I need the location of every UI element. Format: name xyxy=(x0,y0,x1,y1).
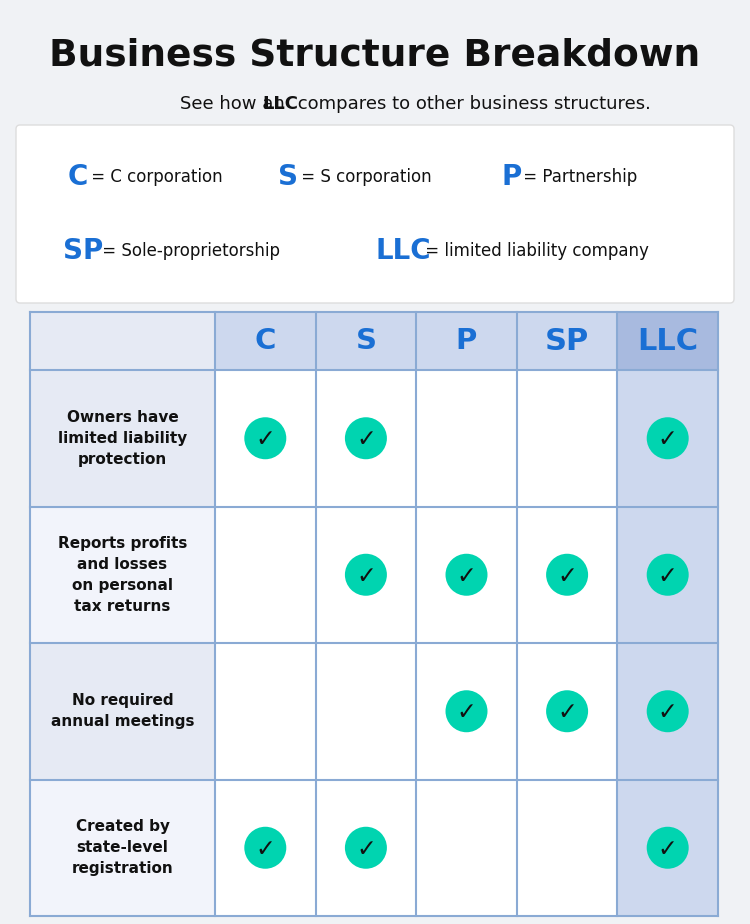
Bar xyxy=(316,780,416,916)
Circle shape xyxy=(646,690,688,732)
Text: ✓: ✓ xyxy=(457,564,476,588)
Circle shape xyxy=(546,553,588,596)
Text: LLC: LLC xyxy=(375,237,430,265)
Bar xyxy=(617,370,718,506)
Text: = limited liability company: = limited liability company xyxy=(420,242,649,261)
Text: P: P xyxy=(502,163,522,190)
Text: ✓: ✓ xyxy=(457,700,476,724)
Circle shape xyxy=(546,690,588,732)
Text: ✓: ✓ xyxy=(658,837,677,861)
Text: C: C xyxy=(68,163,88,190)
Circle shape xyxy=(244,827,286,869)
Text: = Sole-proprietorship: = Sole-proprietorship xyxy=(97,242,280,261)
Bar xyxy=(416,370,517,506)
Text: C: C xyxy=(254,327,276,355)
Bar xyxy=(617,312,718,370)
Circle shape xyxy=(345,418,387,459)
Bar xyxy=(30,370,215,506)
Circle shape xyxy=(446,690,488,732)
Bar xyxy=(517,506,617,643)
Text: LLC: LLC xyxy=(262,95,298,113)
Text: ✓: ✓ xyxy=(658,700,677,724)
Circle shape xyxy=(446,553,488,596)
Text: S: S xyxy=(278,163,298,190)
Text: = S corporation: = S corporation xyxy=(296,167,432,186)
Text: LLC: LLC xyxy=(638,326,698,356)
Bar xyxy=(215,506,316,643)
Circle shape xyxy=(345,553,387,596)
Bar xyxy=(30,643,215,780)
Text: SP: SP xyxy=(63,237,104,265)
Bar xyxy=(215,370,316,506)
Text: ✓: ✓ xyxy=(356,837,376,861)
Text: = Partnership: = Partnership xyxy=(518,167,638,186)
Text: S: S xyxy=(356,327,376,355)
Bar xyxy=(316,506,416,643)
Bar xyxy=(517,370,617,506)
Bar xyxy=(30,506,215,643)
Bar xyxy=(416,780,517,916)
Text: Owners have
limited liability
protection: Owners have limited liability protection xyxy=(58,409,188,467)
FancyBboxPatch shape xyxy=(16,125,734,303)
Circle shape xyxy=(646,827,688,869)
Text: ✓: ✓ xyxy=(557,700,577,724)
Text: Created by
state-level
registration: Created by state-level registration xyxy=(72,820,173,876)
Bar xyxy=(316,370,416,506)
Text: compares to other business structures.: compares to other business structures. xyxy=(292,95,651,113)
Text: = C corporation: = C corporation xyxy=(86,167,223,186)
Text: P: P xyxy=(456,327,477,355)
Bar xyxy=(416,643,517,780)
Bar xyxy=(215,312,617,370)
Bar xyxy=(517,780,617,916)
Text: ✓: ✓ xyxy=(256,427,275,451)
Text: See how an: See how an xyxy=(180,95,290,113)
Text: ✓: ✓ xyxy=(557,564,577,588)
Text: ✓: ✓ xyxy=(356,564,376,588)
Circle shape xyxy=(244,418,286,459)
Circle shape xyxy=(345,827,387,869)
Bar xyxy=(617,780,718,916)
Text: No required
annual meetings: No required annual meetings xyxy=(51,693,194,729)
Bar xyxy=(617,643,718,780)
Bar xyxy=(517,643,617,780)
Circle shape xyxy=(646,553,688,596)
Bar xyxy=(215,780,316,916)
Circle shape xyxy=(646,418,688,459)
Bar xyxy=(215,643,316,780)
Bar xyxy=(416,506,517,643)
Text: ✓: ✓ xyxy=(658,564,677,588)
Bar xyxy=(617,506,718,643)
Text: ✓: ✓ xyxy=(256,837,275,861)
Text: ✓: ✓ xyxy=(356,427,376,451)
Text: ✓: ✓ xyxy=(658,427,677,451)
Text: Business Structure Breakdown: Business Structure Breakdown xyxy=(50,38,701,74)
Text: SP: SP xyxy=(545,326,590,356)
Bar xyxy=(316,643,416,780)
Bar xyxy=(30,780,215,916)
Text: Reports profits
and losses
on personal
tax returns: Reports profits and losses on personal t… xyxy=(58,536,188,614)
Bar xyxy=(30,312,215,370)
